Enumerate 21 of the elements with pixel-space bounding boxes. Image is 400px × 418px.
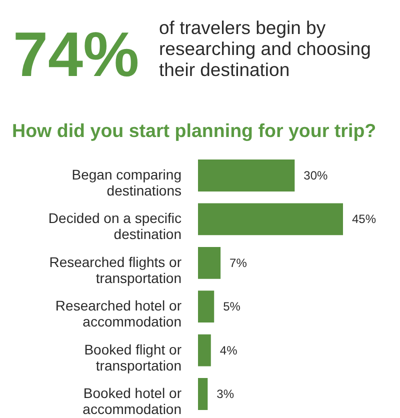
bar xyxy=(198,203,343,236)
bar xyxy=(198,290,214,323)
y-tick-label: Decided on a specific destination xyxy=(48,210,182,242)
data-label: 30% xyxy=(304,168,328,183)
chart-title: How did you start planning for your trip? xyxy=(12,120,376,142)
y-tick-label: Researched hotel or accommodation xyxy=(55,298,182,330)
text: of travelers begin by researching and choosing their destination xyxy=(159,17,371,80)
data-label: 45% xyxy=(352,212,376,226)
y-tick-label: Researched flights or transportation xyxy=(49,254,182,286)
data-label: 3% xyxy=(216,387,234,402)
bar xyxy=(198,334,211,366)
bar xyxy=(198,378,208,410)
y-tick-label: Booked flight or transportation xyxy=(84,341,182,374)
data-label: 5% xyxy=(223,300,241,314)
text: 74% xyxy=(13,20,140,90)
data-label: 4% xyxy=(220,343,238,358)
bar xyxy=(198,160,295,192)
y-tick-label: Booked hotel or accommodation xyxy=(82,385,182,418)
bar xyxy=(198,246,221,279)
y-tick-label: Began comparing destinations xyxy=(72,166,182,199)
data-label: 7% xyxy=(230,256,248,270)
